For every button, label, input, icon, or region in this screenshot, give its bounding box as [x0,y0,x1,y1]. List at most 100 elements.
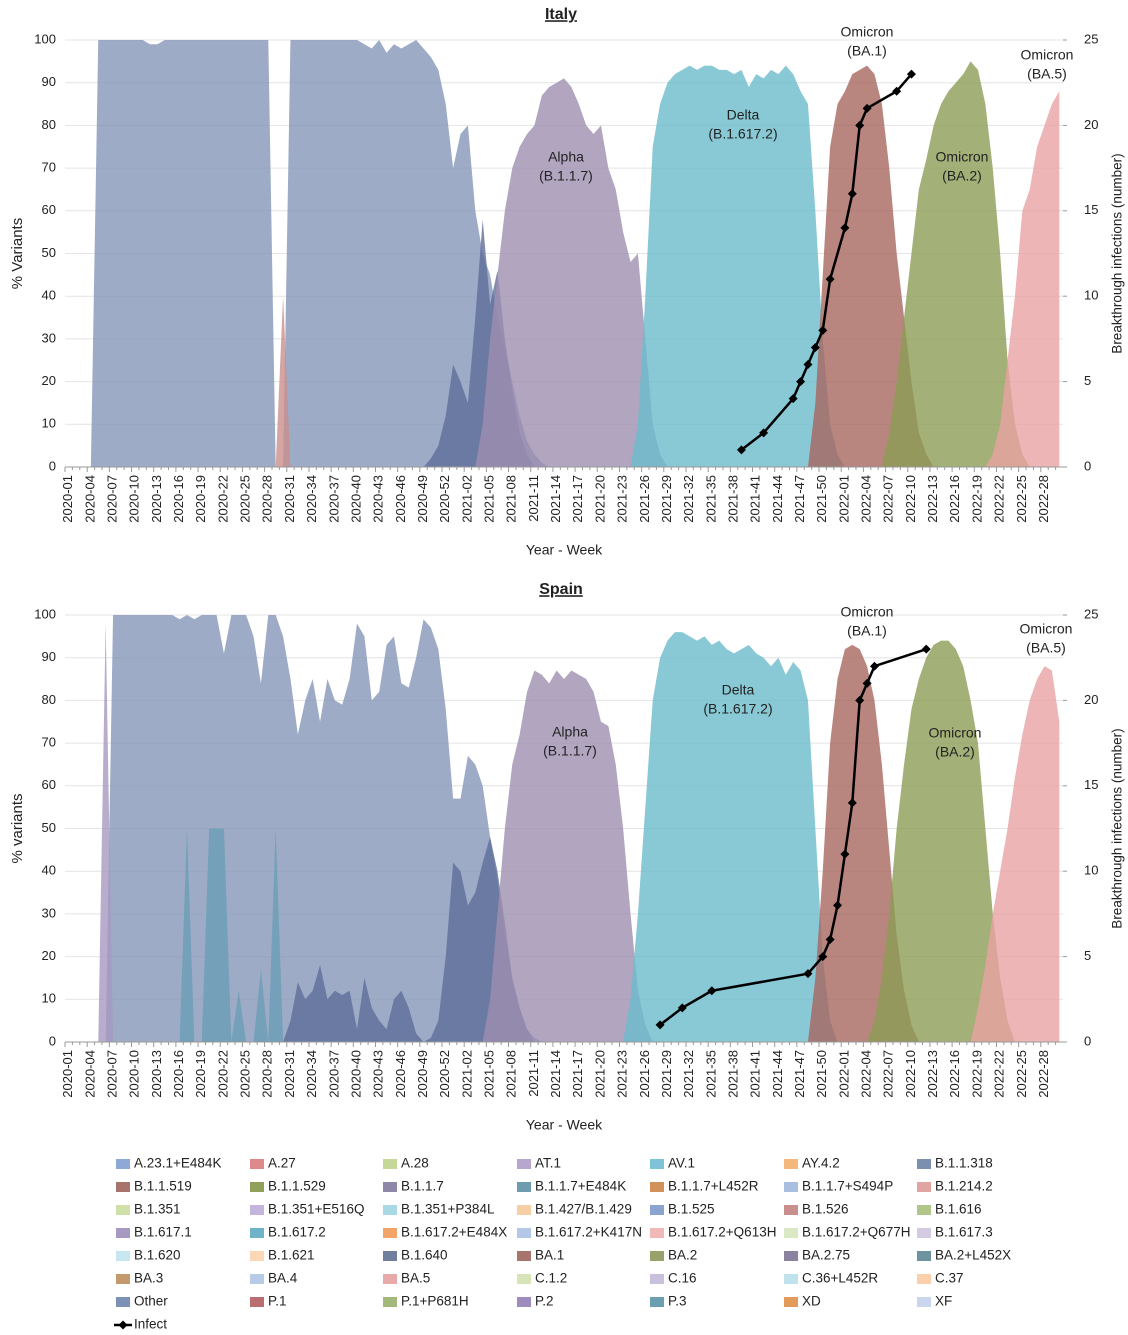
x-tick-label: 2020-25 [238,1050,253,1098]
y-axis-label: % Variants [9,218,26,289]
x-tick-label: 2020-01 [60,475,75,523]
x-tick-label: 2020-07 [104,1050,119,1098]
legend-swatch [784,1251,798,1261]
x-tick-label: 2022-19 [969,475,984,523]
x-tick-label: 2022-25 [1014,1050,1029,1098]
marker [759,428,769,438]
legend-swatch [784,1182,798,1192]
x-tick-label: 2020-40 [348,475,363,523]
legend-label: AY.4.2 [802,1156,840,1171]
x-tick-label: 2022-10 [903,475,918,523]
legend-swatch [650,1274,664,1284]
x-tick-label: 2021-47 [792,475,807,523]
legend-label: B.1.617.2 [268,1225,326,1240]
x-tick-label: 2021-02 [459,475,474,523]
legend-swatch [517,1228,531,1238]
legend-swatch [250,1205,264,1215]
x-tick-label: 2020-28 [260,1050,275,1098]
legend-swatch [517,1274,531,1284]
legend-label: P.1+P681H [401,1294,469,1309]
x-tick-label: 2021-14 [548,1050,563,1098]
legend-label: BA.2.75 [802,1248,850,1263]
legend-label: A.28 [401,1156,429,1171]
marker [736,445,746,455]
legend-swatch [650,1228,664,1238]
y-tick-label: 100 [34,31,56,46]
legend-label: B.1.1.7+E484K [535,1179,626,1194]
x-tick-label: 2021-26 [637,475,652,523]
x-tick-label: 2021-29 [659,475,674,523]
y2-axis-label: Breakthrough infections (number) [1110,153,1125,353]
legend-swatch [917,1297,931,1307]
legend-swatch [250,1297,264,1307]
marker [788,394,798,404]
y-tick-label: 70 [42,160,56,175]
area [98,623,114,1042]
x-tick-label: 2022-28 [1036,475,1051,523]
x-tick-label: 2020-28 [260,475,275,523]
legend-swatch [650,1182,664,1192]
x-tick-label: 2021-26 [637,1050,652,1098]
marker [810,342,820,352]
area [475,78,668,468]
x-tick-label: 2021-32 [681,475,696,523]
x-tick-label: 2020-31 [282,475,297,523]
x-tick-label: 2020-16 [171,475,186,523]
y-tick-label: 90 [42,74,56,89]
x-tick-label: 2020-07 [104,475,119,523]
y-tick-label: 10 [42,416,56,431]
area [283,837,535,1042]
legend-swatch [650,1297,664,1307]
marker [862,678,872,688]
y-tick-label: 20 [42,948,56,963]
x-tick-label: 2022-22 [992,1050,1007,1098]
x-tick-label: 2021-20 [592,1050,607,1098]
legend-swatch [383,1228,397,1238]
legend-swatch [517,1251,531,1261]
x-tick-label: 2021-08 [504,475,519,523]
y2-tick-label: 10 [1084,288,1098,303]
line-segment [711,972,809,992]
legend-swatch [383,1274,397,1284]
y-tick-label: 100 [34,606,56,621]
x-tick-label: 2021-20 [592,475,607,523]
line-segment [895,73,913,93]
x-tick-label: 2021-23 [615,475,630,523]
legend-swatch [250,1159,264,1169]
legend-swatch [784,1159,798,1169]
y2-tick-label: 0 [1084,458,1091,473]
line-segment [821,278,832,331]
legend-swatch [917,1205,931,1215]
legend-label: B.1.1.7+S494P [802,1179,893,1194]
legend-label: B.1.640 [401,1248,448,1263]
line-segment [740,431,765,451]
y-tick-label: 80 [42,117,56,132]
line-segment [807,955,824,975]
line-segment [828,227,847,280]
legend-swatch [116,1228,130,1238]
x-tick-label: 2021-44 [770,475,785,523]
legend-label: P.2 [535,1294,554,1309]
legend-label: BA.2 [668,1248,697,1263]
legend-swatch [250,1251,264,1261]
y-axis-label: % variants [9,793,26,863]
marker [840,223,850,233]
legend-swatch [650,1205,664,1215]
x-tick-label: 2020-22 [215,475,230,523]
x-tick-label: 2021-23 [615,1050,630,1098]
legend-swatch [917,1274,931,1284]
x-tick-label: 2021-35 [703,475,718,523]
legend-swatch [517,1297,531,1307]
legend-label: A.23.1+E484K [134,1156,221,1171]
legend-label: B.1.526 [802,1202,849,1217]
annotation: (B.1.617.2) [703,701,772,717]
x-tick-label: 2022-22 [992,475,1007,523]
y-tick-label: 10 [42,991,56,1006]
marker [869,661,879,671]
x-tick-label: 2021-41 [748,1050,763,1098]
legend-marker [118,1320,128,1330]
legend-label: B.1.351 [134,1202,181,1217]
annotation: Omicron [841,604,894,620]
legend-label: AT.1 [535,1156,561,1171]
